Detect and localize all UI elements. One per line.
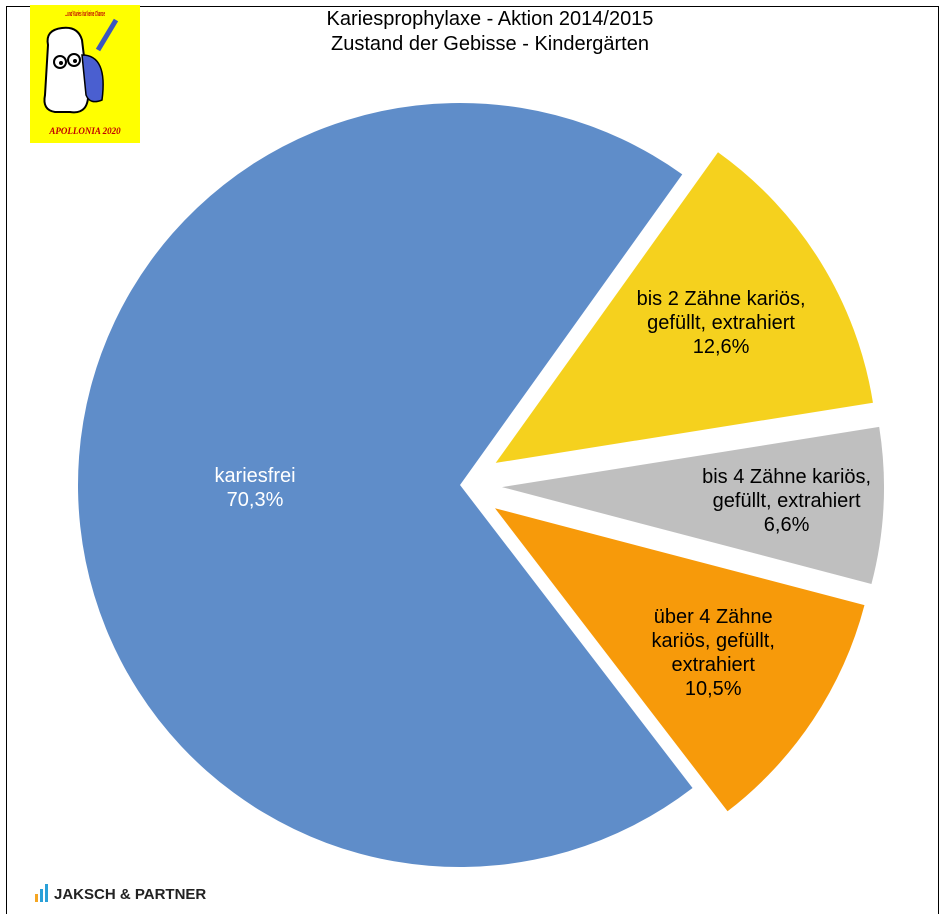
footer: JAKSCH & PARTNER <box>54 886 206 903</box>
category-label: über 4 Zähne kariös, gefüllt, extrahiert <box>623 605 803 677</box>
logo-caption: APOLLONIA 2020 <box>48 126 121 136</box>
category-label: bis 2 Zähne kariös, gefüllt, extrahiert <box>631 287 811 335</box>
chart: ...und Karies hat keine Chance APOLLONIA… <box>0 0 940 914</box>
value-label: 70,3% <box>165 488 345 512</box>
slice-label: über 4 Zähne kariös, gefüllt, extrahiert… <box>623 605 803 701</box>
value-label: 12,6% <box>631 335 811 359</box>
category-label: bis 4 Zähne kariös, gefüllt, extrahiert <box>697 465 877 513</box>
chart-subtitle: Zustand der Gebisse - Kindergärten <box>280 33 700 56</box>
footer-logo: JAKSCH & PARTNER <box>35 884 206 903</box>
value-label: 10,5% <box>623 677 803 701</box>
page: ...und Karies hat keine Chance APOLLONIA… <box>0 0 940 914</box>
chart-title: Kariesprophylaxe - Aktion 2014/2015 <box>280 8 700 31</box>
logo-slogan: ...und Karies hat keine Chance <box>65 11 105 18</box>
category-label: kariesfrei <box>165 464 345 488</box>
value-label: 6,6% <box>697 513 877 537</box>
logo: ...und Karies hat keine Chance APOLLONIA… <box>30 5 140 143</box>
